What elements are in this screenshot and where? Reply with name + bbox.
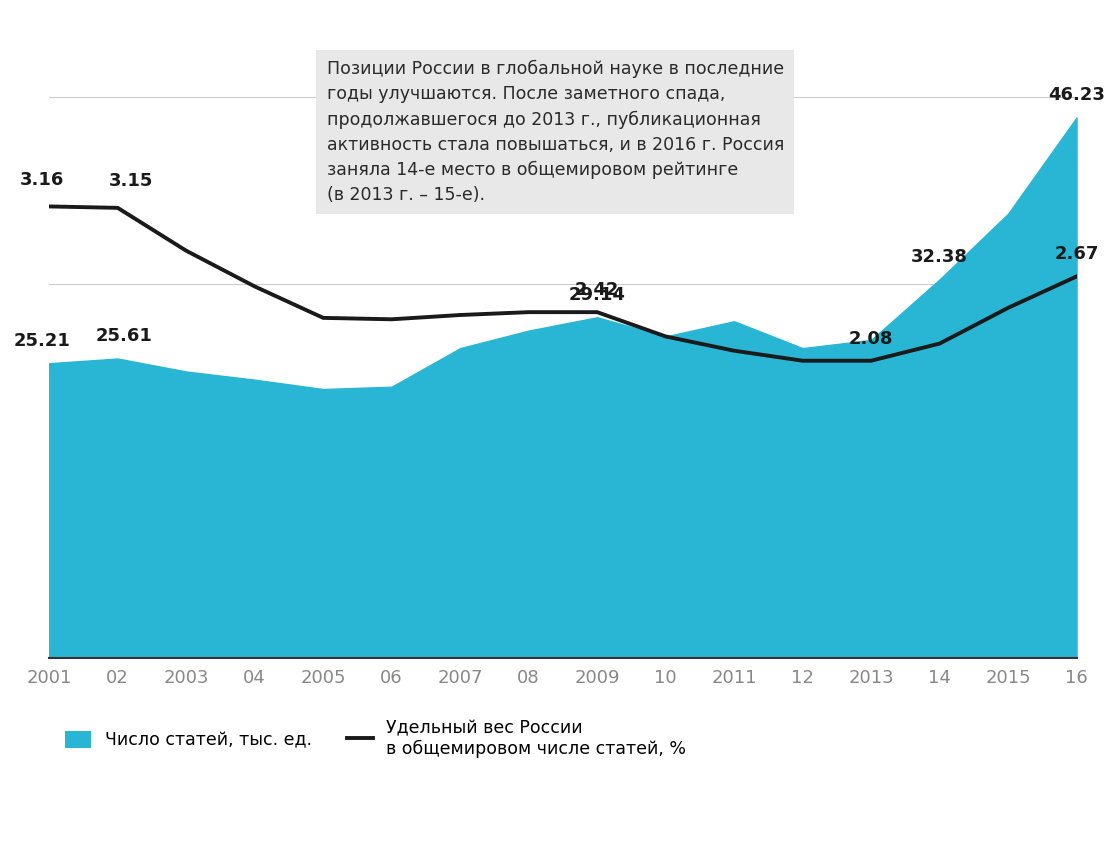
Text: 3.16: 3.16 — [20, 171, 65, 189]
Text: 2.67: 2.67 — [1054, 246, 1099, 264]
Text: Позиции России в глобальной науке в последние
годы улучшаются. После заметного с: Позиции России в глобальной науке в посл… — [327, 60, 784, 204]
Text: 2.42: 2.42 — [575, 281, 619, 299]
Legend: Число статей, тыс. ед., Удельный вес России
в общемировом числе статей, %: Число статей, тыс. ед., Удельный вес Рос… — [58, 712, 693, 765]
Text: 3.15: 3.15 — [110, 173, 153, 190]
Text: 2.08: 2.08 — [849, 330, 894, 348]
Text: 29.14: 29.14 — [569, 286, 626, 303]
Text: 25.21: 25.21 — [13, 332, 71, 349]
Text: 25.61: 25.61 — [96, 327, 153, 345]
Text: 32.38: 32.38 — [911, 248, 968, 266]
Text: 46.23: 46.23 — [1048, 86, 1105, 104]
